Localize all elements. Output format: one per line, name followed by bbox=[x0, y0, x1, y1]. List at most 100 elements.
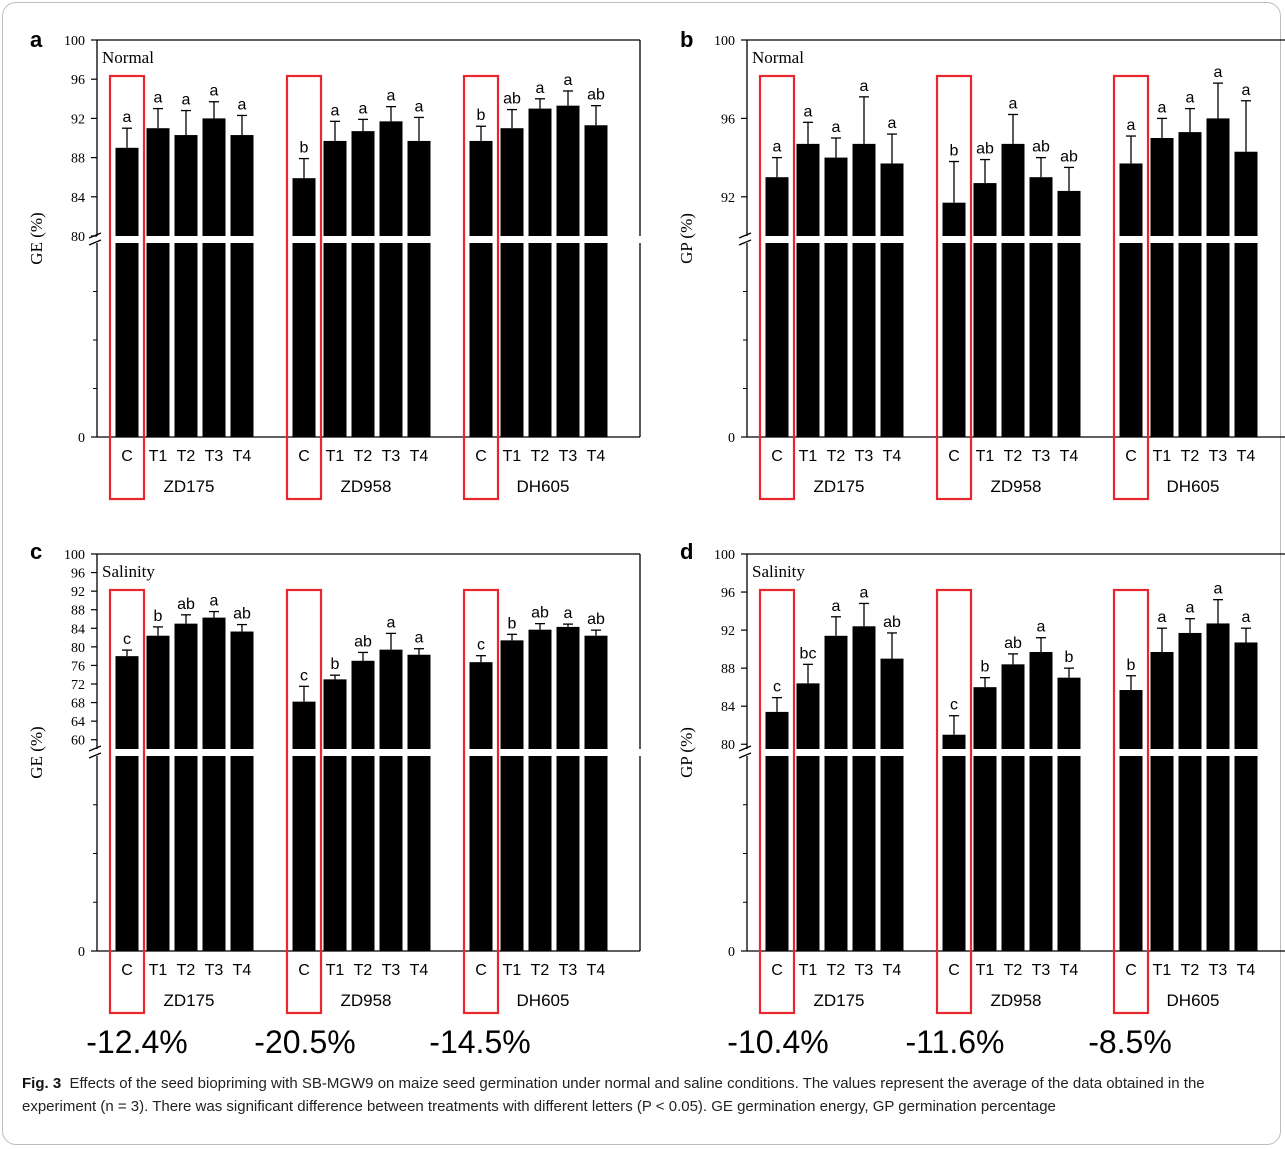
significance-letter: a bbox=[860, 584, 869, 601]
x-tick-label: T2 bbox=[354, 962, 373, 979]
bar-upper-DH605-T3 bbox=[556, 626, 580, 749]
x-tick-label: T4 bbox=[1060, 962, 1079, 979]
bar-lower-DH605-T4 bbox=[584, 243, 608, 437]
bar-lower-DH605-T2 bbox=[528, 756, 552, 951]
bar-lower-ZD175-T2 bbox=[174, 756, 198, 951]
y-axis-label: GP (%) bbox=[677, 727, 696, 778]
control-highlight-box bbox=[462, 74, 500, 501]
y-tick-label: 92 bbox=[71, 585, 85, 600]
x-tick-label: C bbox=[298, 448, 310, 465]
chart-panel-b: b Normal GP (%) 92 96 100 0 a Ca T1 a T2 a T3 a T4 ZD175… bbox=[677, 27, 1285, 501]
x-tick-label: C bbox=[1125, 962, 1137, 979]
x-tick-label: C bbox=[948, 962, 960, 979]
group-label: ZD958 bbox=[340, 477, 391, 496]
panel-letter: a bbox=[30, 27, 43, 52]
bar-upper-DH605-T1 bbox=[1150, 138, 1174, 236]
significance-letter: b bbox=[331, 656, 340, 673]
bar-lower-ZD958-T2 bbox=[351, 756, 375, 951]
bar-lower-DH605-T4 bbox=[1234, 756, 1258, 951]
y-tick-label: 72 bbox=[71, 678, 85, 693]
y-tick-label: 96 bbox=[721, 112, 735, 127]
x-tick-label: T4 bbox=[883, 448, 902, 465]
x-tick-label: C bbox=[121, 448, 133, 465]
bar-upper-DH605-T4 bbox=[584, 635, 608, 749]
axis-break-mark bbox=[738, 745, 752, 752]
x-tick-label: T3 bbox=[382, 962, 401, 979]
significance-letter: a bbox=[1009, 95, 1018, 112]
significance-letter: ab bbox=[233, 606, 251, 623]
bar-lower-ZD175-C bbox=[765, 243, 789, 437]
y-tick-label: 0 bbox=[728, 431, 735, 446]
bar-upper-DH605-C bbox=[1119, 163, 1143, 236]
group-label: ZD958 bbox=[340, 991, 391, 1010]
y-tick-label: 80 bbox=[71, 641, 85, 656]
x-tick-label: T1 bbox=[149, 448, 168, 465]
x-tick-label: T3 bbox=[855, 448, 874, 465]
percent-change-label: -10.4% bbox=[727, 1024, 828, 1060]
significance-letter: ab bbox=[1032, 139, 1050, 156]
bar-upper-ZD958-T2 bbox=[1001, 664, 1025, 749]
group-label: ZD175 bbox=[163, 477, 214, 496]
x-tick-label: T1 bbox=[799, 448, 818, 465]
bar-upper-ZD175-C bbox=[765, 711, 789, 749]
y-tick-label: 96 bbox=[71, 567, 85, 582]
significance-letter: ab bbox=[354, 633, 372, 650]
x-tick-label: T1 bbox=[503, 448, 522, 465]
group-label: DH605 bbox=[1167, 477, 1220, 496]
bar-upper-ZD958-C bbox=[292, 178, 316, 236]
bar-lower-ZD958-C bbox=[942, 243, 966, 437]
bar-lower-DH605-C bbox=[1119, 756, 1143, 951]
significance-letter: a bbox=[210, 593, 219, 610]
bar-upper-ZD175-T4 bbox=[880, 658, 904, 749]
percent-change-label: -12.4% bbox=[86, 1024, 187, 1060]
bar-upper-ZD958-T1 bbox=[323, 679, 347, 749]
bar-upper-DH605-T2 bbox=[1178, 632, 1202, 749]
y-tick-label: 84 bbox=[721, 700, 735, 715]
bar-lower-ZD958-T1 bbox=[323, 243, 347, 437]
significance-letter: a bbox=[331, 102, 340, 119]
condition-label: Salinity bbox=[102, 562, 155, 581]
bar-lower-DH605-T3 bbox=[556, 756, 580, 951]
x-tick-label: T3 bbox=[559, 962, 578, 979]
bar-upper-ZD175-T4 bbox=[230, 631, 254, 749]
group-label: ZD958 bbox=[990, 991, 1041, 1010]
bar-lower-DH605-C bbox=[469, 756, 493, 951]
control-highlight-box bbox=[935, 588, 973, 1015]
bar-lower-ZD175-T1 bbox=[796, 756, 820, 951]
significance-letter: b bbox=[300, 140, 309, 157]
caption-label: Fig. 3 bbox=[22, 1075, 62, 1092]
percent-change-label: -14.5% bbox=[429, 1024, 530, 1060]
x-tick-label: T3 bbox=[1032, 448, 1051, 465]
control-highlight-box bbox=[285, 588, 323, 1015]
bar-upper-ZD175-T3 bbox=[852, 626, 876, 749]
bar-lower-ZD175-T1 bbox=[796, 243, 820, 437]
x-tick-label: T2 bbox=[177, 962, 196, 979]
bar-upper-DH605-T4 bbox=[584, 125, 608, 236]
significance-letter: b bbox=[508, 615, 517, 632]
y-tick-label: 100 bbox=[64, 34, 85, 49]
control-highlight-box bbox=[935, 74, 973, 501]
x-tick-label: C bbox=[475, 448, 487, 465]
bar-lower-ZD958-T4 bbox=[407, 756, 431, 951]
bar-lower-DH605-T1 bbox=[500, 756, 524, 951]
significance-letter: c bbox=[123, 631, 131, 648]
panel-letter: c bbox=[30, 539, 42, 564]
bar-upper-ZD175-T3 bbox=[202, 617, 226, 749]
x-tick-label: C bbox=[121, 962, 133, 979]
x-tick-label: T4 bbox=[233, 448, 252, 465]
bar-upper-ZD175-T2 bbox=[174, 135, 198, 236]
bar-upper-ZD958-T3 bbox=[379, 121, 403, 236]
x-tick-label: T4 bbox=[883, 962, 902, 979]
significance-letter: c bbox=[773, 679, 781, 696]
bar-upper-ZD958-T3 bbox=[1029, 177, 1053, 236]
significance-letter: a bbox=[1127, 117, 1136, 134]
y-axis-label: GP (%) bbox=[677, 213, 696, 264]
significance-letter: a bbox=[1037, 619, 1046, 636]
significance-letter: a bbox=[238, 96, 247, 113]
axis-break-mark bbox=[88, 752, 102, 759]
significance-letter: a bbox=[415, 98, 424, 115]
significance-letter: ab bbox=[587, 87, 605, 104]
x-tick-label: C bbox=[948, 448, 960, 465]
significance-letter: a bbox=[1186, 90, 1195, 107]
